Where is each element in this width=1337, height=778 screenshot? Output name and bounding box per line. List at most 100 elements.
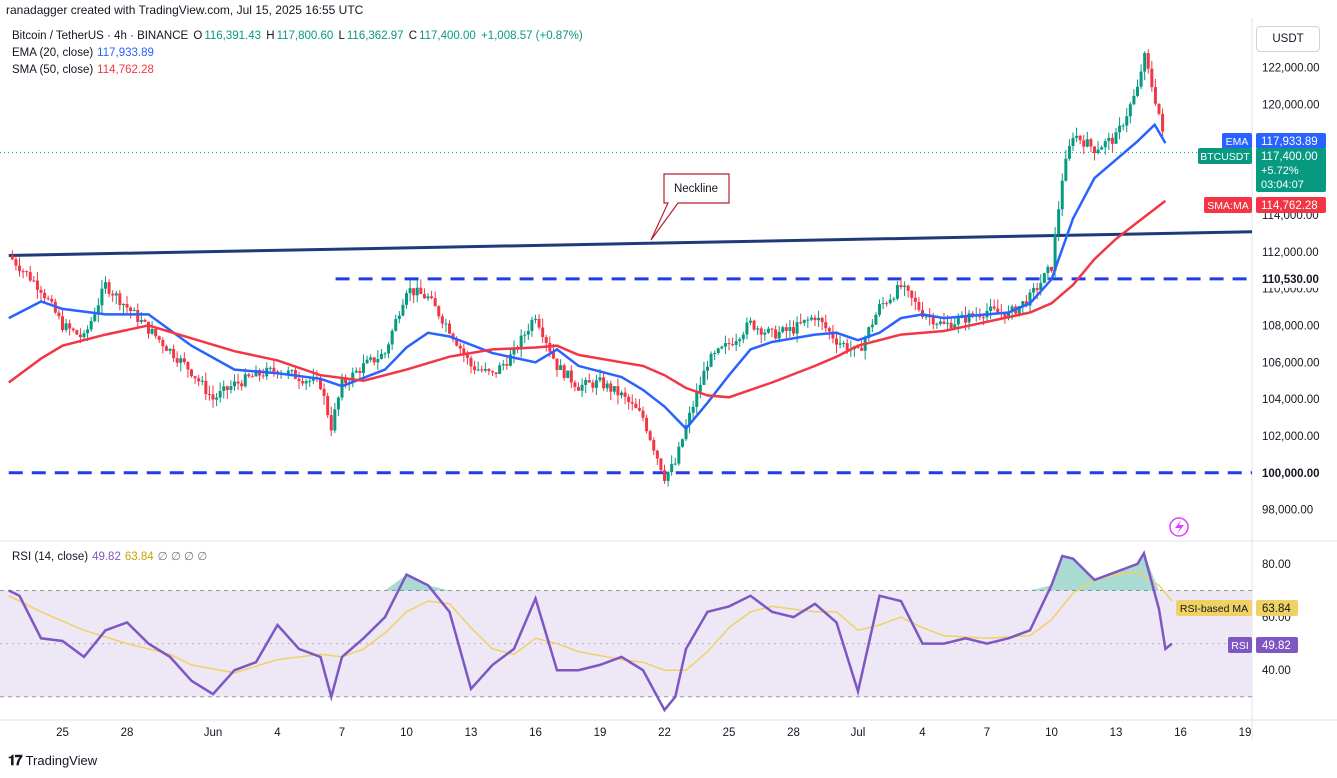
rsi-empty-values: ∅ ∅ ∅ ∅ <box>157 551 208 563</box>
candle-body <box>301 381 305 384</box>
candle-body <box>139 319 143 322</box>
candle-body <box>1085 139 1089 147</box>
candle-body <box>587 380 591 383</box>
candle-body <box>93 314 97 322</box>
candle-body <box>362 363 365 373</box>
candle-body <box>938 321 942 324</box>
candle-body <box>422 293 426 299</box>
sma-legend[interactable]: SMA (50, close) 114,762.28 <box>12 64 154 76</box>
candle-body <box>1146 53 1150 69</box>
candle-body <box>910 290 914 298</box>
candle-body <box>336 397 340 410</box>
price-tick-label: 112,000.00 <box>1262 247 1319 259</box>
candle-body <box>1150 68 1154 88</box>
symbol-title[interactable]: Bitcoin / TetherUS · 4h · BINANCE <box>12 30 189 42</box>
candle-body <box>462 348 466 355</box>
candle-body <box>720 346 724 349</box>
candle-body <box>1050 266 1053 271</box>
time-tick-label: 19 <box>1239 727 1252 739</box>
candle-body <box>465 354 469 358</box>
candle-body <box>405 293 408 305</box>
candle-body <box>491 371 494 373</box>
rsi-overbought-fill <box>428 585 450 591</box>
btc-tag-value-bg <box>1256 148 1326 192</box>
tradingview-brand[interactable]: 𝟏𝟕 TradingView <box>8 752 97 769</box>
time-tick-label: 16 <box>1174 727 1187 739</box>
level-axis-label: 100,000.00 <box>1262 468 1320 480</box>
candle-body <box>663 470 666 481</box>
candle-body <box>1107 137 1111 142</box>
candle-body <box>892 298 896 300</box>
candle-body <box>236 381 240 384</box>
candle-body <box>121 303 125 306</box>
ema-tag-name-bg <box>1222 133 1252 149</box>
candle-body <box>46 298 50 300</box>
candle-body <box>473 366 477 371</box>
candle-body <box>480 369 484 371</box>
ohlc-change: +1,008.57 (+0.87%) <box>481 30 583 42</box>
candle-body <box>1035 288 1039 291</box>
candle-body <box>329 415 333 431</box>
candle-body <box>322 388 326 397</box>
ohlc-low: 116,362.97 <box>346 30 404 42</box>
candle-body <box>1028 292 1032 306</box>
candle-body <box>709 353 713 367</box>
candle-body <box>1057 209 1061 235</box>
candle-body <box>401 304 405 316</box>
candle-body <box>233 381 236 387</box>
candle-body <box>1139 71 1143 87</box>
candle-body <box>992 306 996 309</box>
candle-body <box>878 304 881 315</box>
candle-body <box>78 334 82 338</box>
candle-body <box>723 343 727 347</box>
candle-body <box>752 320 756 330</box>
candle-body <box>333 409 337 431</box>
sma-tag-name-bg <box>1204 197 1252 213</box>
candle-body <box>1039 282 1043 291</box>
candle-body <box>369 357 373 360</box>
ohlc-open: 116,391.43 <box>204 30 262 42</box>
candle-body <box>487 368 491 372</box>
candle-body <box>340 379 344 398</box>
neckline-callout-text: Neckline <box>674 183 718 195</box>
time-tick-label: 10 <box>1045 727 1058 739</box>
candle-body <box>702 370 706 385</box>
candle-body <box>949 322 953 329</box>
candle-body <box>118 293 122 306</box>
rsi-ma-legend-value: 63.84 <box>124 551 154 563</box>
time-tick-label: 19 <box>594 727 607 739</box>
candle-body <box>1075 135 1079 138</box>
candle-body <box>655 450 659 459</box>
candle-body <box>39 289 43 293</box>
candle-body <box>476 369 480 371</box>
rsi-legend-label: RSI (14, close) <box>12 551 89 563</box>
candle-body <box>1128 104 1132 117</box>
candle-body <box>731 344 735 346</box>
candle-body <box>57 312 61 317</box>
candle-body <box>967 313 971 323</box>
candle-body <box>383 353 387 355</box>
candle-body <box>935 323 939 325</box>
level-label-bg <box>1256 269 1326 288</box>
currency-selector[interactable]: USDT <box>1256 26 1320 52</box>
candle-body <box>526 330 530 335</box>
time-tick-label: 22 <box>658 727 671 739</box>
candle-body <box>698 384 702 392</box>
rsi-legend[interactable]: RSI (14, close) 49.82 63.84 ∅ ∅ ∅ ∅ <box>12 549 207 563</box>
btc-tag-countdown: 03:04:07 <box>1261 179 1304 191</box>
candle-body <box>229 386 233 390</box>
ema-legend[interactable]: EMA (20, close) 117,933.89 <box>12 47 154 59</box>
candle-body <box>645 417 649 432</box>
candle-body <box>609 383 613 392</box>
candle-body <box>1042 273 1046 283</box>
candle-body <box>777 331 781 339</box>
candle-body <box>555 358 559 370</box>
sma-50-line <box>8 199 1167 399</box>
candle-body <box>519 335 523 350</box>
rsi-tag-name-bg <box>1228 637 1252 653</box>
rsi-ma-tag-value-bg <box>1256 600 1298 616</box>
candle-body <box>784 327 788 331</box>
candle-body <box>584 380 588 385</box>
candle-body <box>154 328 158 337</box>
